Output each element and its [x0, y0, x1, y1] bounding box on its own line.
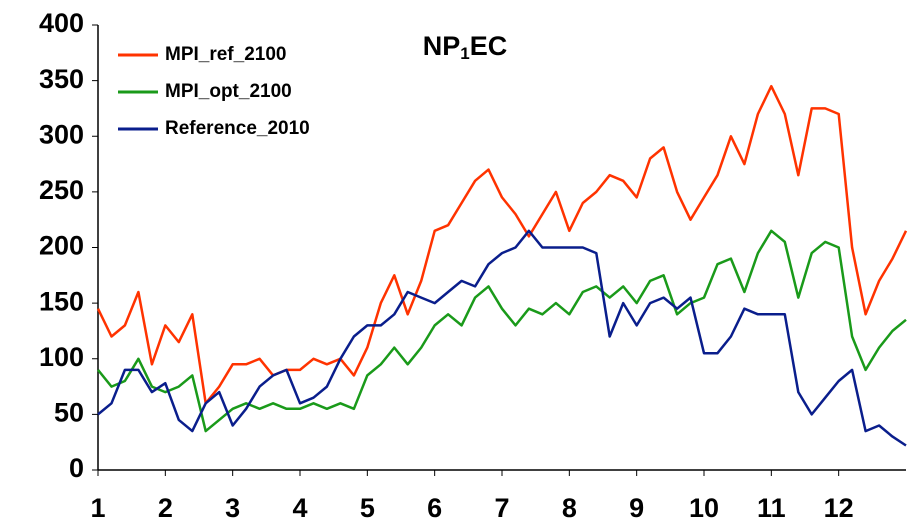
x-tick-label: 1 [90, 493, 105, 523]
title-rest: EC [470, 31, 508, 61]
legend-label: MPI_opt_2100 [165, 81, 292, 102]
x-tick-label: 6 [427, 493, 442, 523]
x-tick-label: 9 [629, 493, 644, 523]
x-tick-label: 10 [689, 493, 719, 523]
series-line [97, 229, 907, 433]
x-tick-label: 2 [158, 493, 173, 523]
legend-label: Reference_2010 [165, 118, 310, 139]
x-tick-label: 8 [562, 493, 577, 523]
y-tick-label: 400 [39, 8, 84, 38]
x-tick-label: 5 [360, 493, 375, 523]
y-tick-label: 350 [39, 64, 84, 94]
y-tick-label: 300 [39, 119, 84, 149]
series-line [97, 229, 907, 447]
x-tick-label: 3 [225, 493, 240, 523]
x-tick-label: 11 [757, 493, 786, 523]
x-tick-label: 4 [292, 493, 307, 523]
x-tick-label: 12 [824, 493, 854, 523]
legend-label: MPI_ref_2100 [165, 44, 286, 65]
y-tick-label: 200 [39, 231, 84, 261]
title-main: NP [423, 31, 461, 61]
y-tick-label: 250 [39, 175, 84, 205]
x-tick-label: 7 [494, 493, 509, 523]
series-line [96, 84, 908, 405]
y-tick-label: 50 [54, 398, 84, 428]
y-tick-label: 100 [39, 342, 84, 372]
title-subscript: 1 [460, 44, 469, 63]
y-tick-label: 150 [39, 286, 84, 316]
y-tick-label: 0 [69, 453, 84, 483]
chart-title: NP1EC [423, 31, 508, 63]
